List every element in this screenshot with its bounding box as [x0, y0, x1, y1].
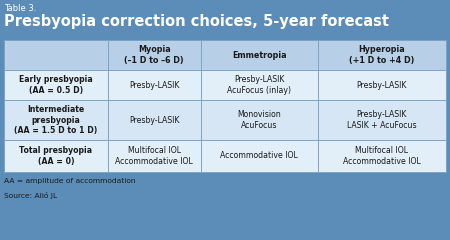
Bar	[318, 70, 446, 100]
Text: Presbyopia correction choices, 5-year forecast: Presbyopia correction choices, 5-year fo…	[4, 14, 389, 29]
Bar	[4, 100, 108, 140]
Bar	[318, 140, 446, 172]
Bar	[201, 140, 318, 172]
Text: Monovision
AcuFocus: Monovision AcuFocus	[238, 110, 281, 130]
Bar	[201, 70, 318, 100]
Bar	[4, 140, 108, 172]
Text: Early presbyopia
(AA = 0.5 D): Early presbyopia (AA = 0.5 D)	[19, 75, 93, 95]
Text: Multifocal IOL
Accommodative IOL: Multifocal IOL Accommodative IOL	[343, 146, 421, 166]
Text: Source: Alió JL: Source: Alió JL	[4, 192, 57, 199]
Bar	[108, 100, 201, 140]
Text: Presby-LASIK: Presby-LASIK	[357, 80, 407, 90]
Bar	[108, 70, 201, 100]
Text: Presby-LASIK
LASIK + AcuFocus: Presby-LASIK LASIK + AcuFocus	[347, 110, 417, 130]
Bar	[318, 100, 446, 140]
Bar	[108, 140, 201, 172]
Bar	[318, 40, 446, 70]
Text: Presby-LASIK: Presby-LASIK	[129, 115, 180, 125]
Bar	[4, 70, 108, 100]
Text: Table 3.: Table 3.	[4, 4, 36, 13]
Bar	[4, 40, 108, 70]
Text: Intermediate
presbyopia
(AA = 1.5 D to 1 D): Intermediate presbyopia (AA = 1.5 D to 1…	[14, 105, 98, 135]
Bar	[201, 100, 318, 140]
Text: Accommodative IOL: Accommodative IOL	[220, 151, 298, 161]
Bar	[201, 40, 318, 70]
Text: Emmetropia: Emmetropia	[232, 50, 287, 60]
Text: AA = amplitude of accommodation: AA = amplitude of accommodation	[4, 178, 135, 184]
Text: Multifocal IOL
Accommodative IOL: Multifocal IOL Accommodative IOL	[115, 146, 193, 166]
Text: Presby-LASIK: Presby-LASIK	[129, 80, 180, 90]
Text: Presby-LASIK
AcuFocus (inlay): Presby-LASIK AcuFocus (inlay)	[227, 75, 291, 95]
Text: Myopia
(–1 D to –6 D): Myopia (–1 D to –6 D)	[125, 45, 184, 65]
Bar	[108, 40, 201, 70]
Text: Hyperopia
(+1 D to +4 D): Hyperopia (+1 D to +4 D)	[349, 45, 414, 65]
Text: Total presbyopia
(AA = 0): Total presbyopia (AA = 0)	[19, 146, 92, 166]
